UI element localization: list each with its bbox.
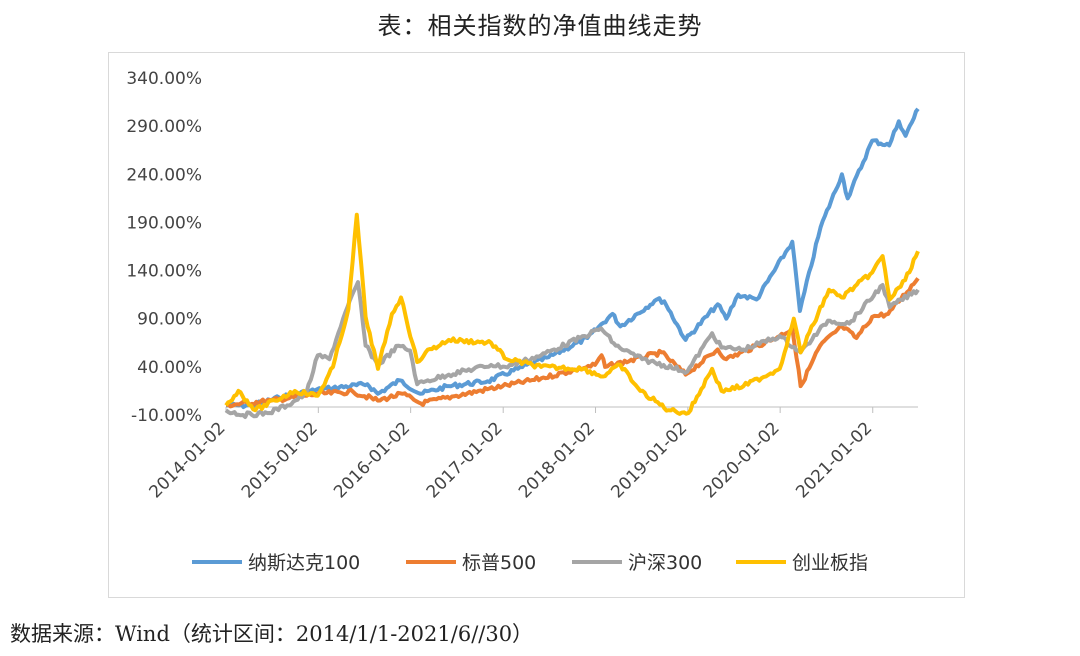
x-tick-label: 2019-01-02 <box>607 418 691 502</box>
series-line <box>225 107 920 410</box>
data-source-note: 数据来源：Wind（统计区间：2014/1/1-2021/6//30） <box>10 622 534 646</box>
x-tick-label: 2018-01-02 <box>515 418 599 502</box>
x-axis: 2014-01-02 2015-01-02 2016-01-02 2017-01-02… <box>146 406 918 502</box>
series-line <box>224 212 920 416</box>
series-line <box>224 280 920 419</box>
y-tick-label: 190.00% <box>126 213 202 233</box>
series-layer <box>224 107 920 419</box>
legend-label: 沪深300 <box>628 552 702 574</box>
y-axis: -10.00% 40.00% 90.00% 140.00% 190.00% 240.00%… <box>126 69 202 426</box>
y-tick-label: 90.00% <box>137 310 202 330</box>
legend-label: 纳斯达克100 <box>248 552 360 574</box>
chart-title: 表：相关指数的净值曲线走势 <box>377 12 703 40</box>
y-tick-label: 240.00% <box>126 165 202 185</box>
y-tick-label: 140.00% <box>126 262 202 282</box>
legend-label: 创业板指 <box>792 552 868 574</box>
y-tick-label: 340.00% <box>126 69 202 89</box>
x-tick-label: 2017-01-02 <box>423 418 507 502</box>
legend-label: 标普500 <box>462 552 536 574</box>
x-tick-label: 2020-01-02 <box>700 418 784 502</box>
x-tick-label: 2015-01-02 <box>238 418 322 502</box>
x-tick-label: 2014-01-02 <box>146 418 230 502</box>
chart-frame <box>108 52 965 598</box>
y-tick-label: 40.00% <box>137 358 202 378</box>
y-tick-label: -10.00% <box>131 406 202 426</box>
legend: 纳斯达克100 标普500 沪深300 创业板指 <box>192 552 868 574</box>
line-chart: -10.00% 40.00% 90.00% 140.00% 190.00% 240.00%… <box>126 69 920 574</box>
y-tick-label: 290.00% <box>126 117 202 137</box>
x-tick-label: 2016-01-02 <box>330 418 414 502</box>
x-tick-label: 2021-01-02 <box>792 418 876 502</box>
